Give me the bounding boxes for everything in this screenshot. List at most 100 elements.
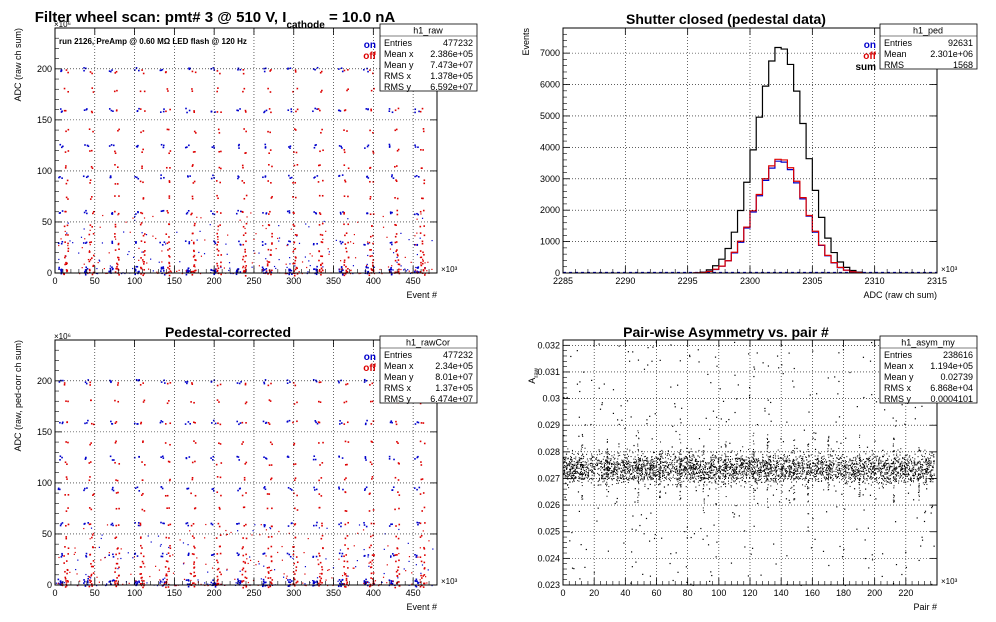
point — [591, 460, 593, 462]
point — [397, 442, 399, 445]
point — [703, 460, 705, 462]
point — [91, 534, 94, 536]
point — [275, 247, 277, 250]
point — [192, 270, 195, 273]
point — [92, 532, 94, 535]
point — [885, 473, 887, 475]
point — [830, 467, 832, 469]
point — [398, 269, 400, 271]
point — [64, 586, 67, 588]
point — [742, 459, 744, 461]
point — [65, 584, 68, 587]
point — [187, 579, 190, 581]
y-tick-label: 3000 — [540, 174, 560, 184]
point — [643, 460, 645, 462]
point — [742, 462, 744, 464]
point — [391, 174, 393, 176]
point — [142, 251, 145, 253]
point — [295, 581, 298, 584]
point — [780, 476, 782, 478]
point — [264, 175, 267, 177]
point — [237, 209, 239, 212]
point — [849, 459, 851, 461]
stats-value: 1.37e+05 — [435, 383, 473, 393]
point — [162, 266, 165, 268]
point — [422, 258, 424, 260]
point — [884, 462, 886, 464]
point — [239, 68, 242, 71]
point — [190, 270, 193, 273]
point — [59, 176, 61, 178]
point — [366, 176, 368, 178]
point — [901, 464, 903, 466]
point — [294, 71, 297, 73]
point — [909, 467, 911, 469]
point — [682, 470, 684, 472]
point — [318, 269, 321, 271]
point — [371, 261, 374, 264]
point — [807, 470, 809, 472]
point — [219, 476, 222, 479]
point — [592, 463, 594, 465]
point — [697, 481, 699, 483]
point — [289, 177, 292, 179]
point — [890, 473, 892, 475]
point — [316, 581, 318, 584]
point — [168, 236, 170, 238]
point — [64, 461, 67, 464]
point — [766, 450, 768, 452]
point — [338, 68, 340, 70]
point — [784, 461, 786, 463]
point — [120, 548, 122, 550]
point — [214, 271, 217, 273]
point — [410, 261, 412, 263]
point — [388, 458, 391, 460]
point — [244, 251, 247, 253]
point — [140, 211, 142, 214]
point — [745, 482, 747, 484]
point — [238, 240, 240, 243]
point — [607, 475, 609, 477]
point — [270, 535, 273, 538]
point — [132, 217, 134, 219]
point — [422, 128, 425, 130]
point — [192, 256, 195, 258]
point — [840, 457, 842, 459]
point — [646, 464, 648, 466]
point — [193, 440, 195, 442]
point — [795, 464, 797, 466]
point — [114, 152, 117, 155]
point — [853, 472, 855, 474]
point — [368, 241, 371, 244]
point — [835, 467, 837, 469]
point — [395, 570, 398, 573]
point — [191, 382, 193, 384]
point — [343, 109, 346, 112]
point — [575, 472, 577, 474]
point — [391, 553, 394, 555]
point — [66, 232, 68, 234]
point — [216, 248, 219, 251]
point — [905, 482, 907, 484]
point — [60, 238, 62, 240]
point — [223, 267, 226, 269]
point — [762, 457, 764, 459]
point — [215, 180, 218, 182]
point — [903, 457, 905, 459]
point — [286, 266, 288, 269]
point — [111, 212, 113, 215]
series-on — [57, 66, 433, 276]
point — [609, 469, 611, 471]
point — [296, 234, 298, 236]
point — [856, 474, 858, 476]
point — [792, 450, 794, 452]
point — [396, 197, 399, 200]
point — [928, 461, 930, 463]
point — [789, 460, 791, 462]
x-tick-label: 50 — [90, 276, 100, 286]
point — [879, 474, 881, 476]
point — [742, 476, 744, 478]
point — [179, 261, 181, 263]
point — [655, 471, 657, 473]
point — [141, 479, 144, 482]
